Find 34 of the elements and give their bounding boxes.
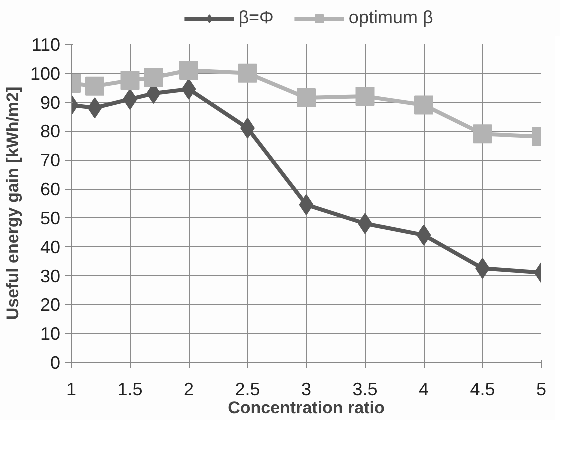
y-tick-label: 60 [40,180,61,200]
y-tick-label: 40 [40,237,61,258]
legend-label: optimum β [348,8,434,28]
point [297,88,316,108]
y-tick-label: 110 [32,35,61,55]
x-tick-label: 4 [418,380,430,400]
x-tick-label: 4.5 [470,380,496,400]
y-tick-label: 70 [40,150,61,171]
x-tick-label: 3 [301,380,312,400]
legend-label: β=Φ [238,8,274,28]
x-tick-label: 2 [184,380,194,400]
x-tick-label: 2.5 [235,380,260,400]
y-axis-title: Useful energy gain [kWh/m2] [3,86,22,320]
x-tick-label: 3.5 [352,380,378,400]
point [144,68,164,88]
x-axis-title: Concentration ratio [228,398,385,418]
y-tick-label: 90 [40,92,61,113]
y-tick-label: 80 [40,122,61,142]
point [414,96,434,115]
y-tick-label: 10 [40,324,61,344]
point [473,124,492,144]
point [120,71,140,90]
y-tick-label: 20 [40,295,61,316]
x-tick-label: 1 [66,380,77,400]
x-tick-label: 5 [536,380,547,400]
point [86,76,104,96]
point [356,87,375,106]
point [238,64,258,83]
y-tick-label: 0 [50,353,61,373]
x-tick-label: 1.5 [118,380,143,400]
point [180,61,198,80]
y-tick-label: 50 [40,208,61,228]
y-tick-label: 100 [30,64,61,84]
y-tick-label: 30 [40,266,61,286]
